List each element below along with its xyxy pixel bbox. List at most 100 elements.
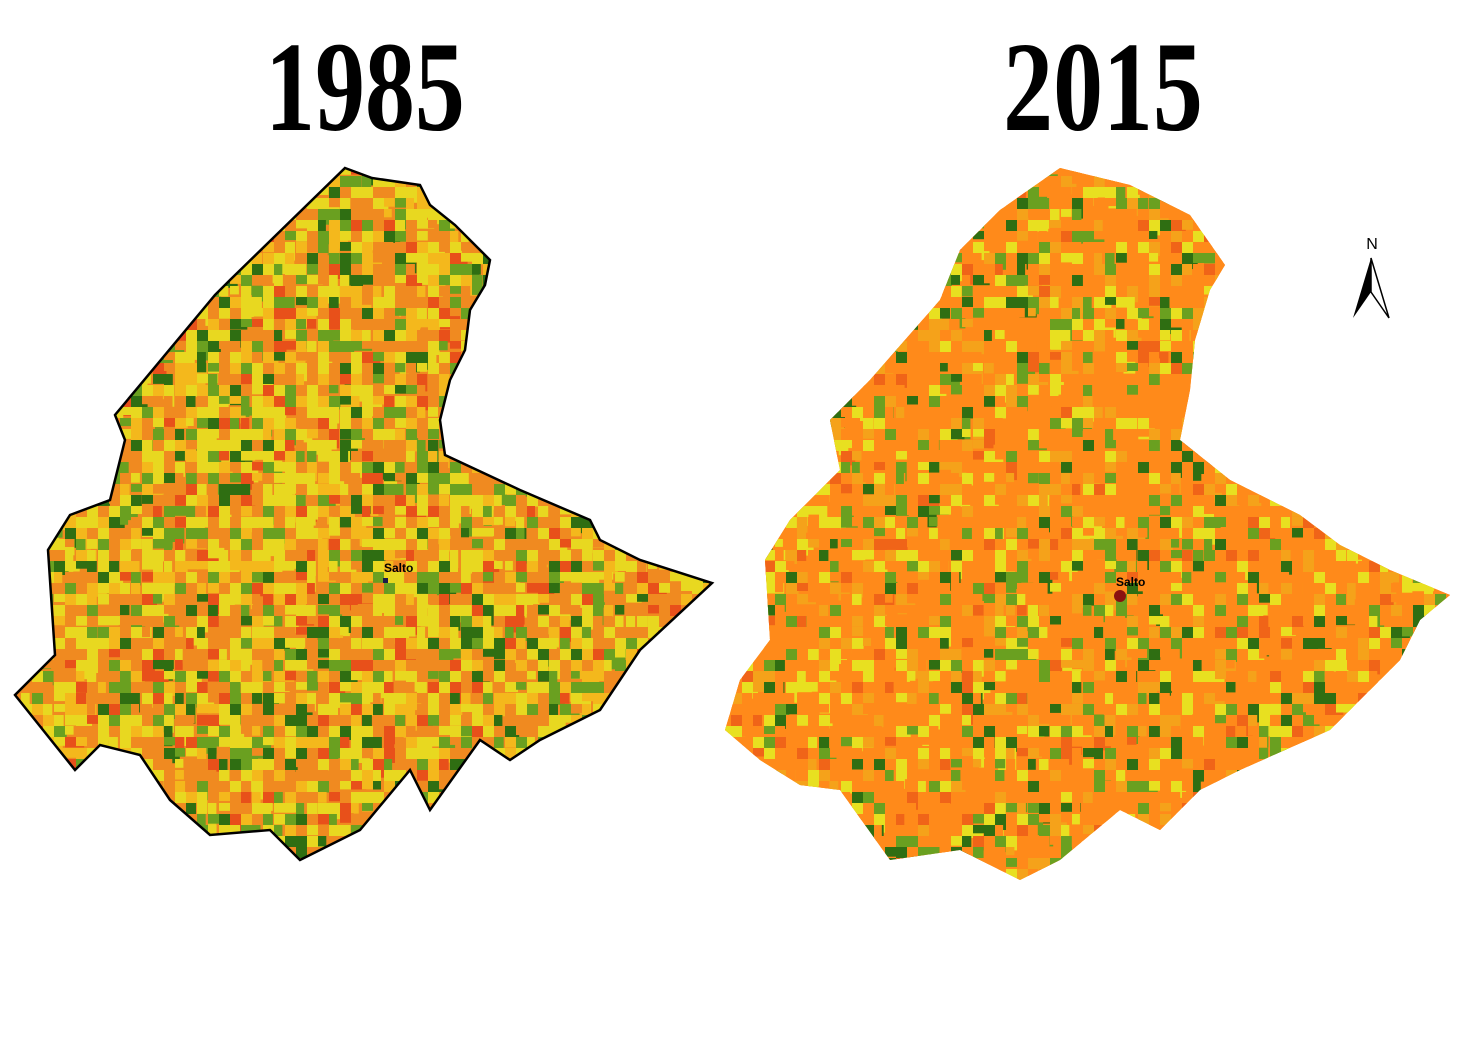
raster-cell [252, 506, 266, 517]
raster-cell [703, 814, 712, 825]
raster-cell [1325, 176, 1346, 198]
raster-cell [615, 781, 628, 799]
raster-cell [560, 418, 581, 440]
raster-cell [43, 671, 54, 686]
raster-cell [263, 473, 280, 484]
raster-cell [142, 616, 158, 627]
raster-cell [852, 209, 866, 230]
raster-cell [87, 484, 106, 496]
raster-cell [1413, 198, 1435, 209]
raster-cell [340, 572, 352, 584]
raster-cell [681, 682, 694, 694]
raster-cell [439, 352, 450, 366]
raster-cell [703, 407, 712, 416]
raster-cell [582, 297, 598, 311]
raster-cell [527, 253, 538, 271]
raster-cell [549, 770, 567, 791]
raster-cell [241, 528, 252, 546]
raster-cell [681, 737, 694, 747]
raster-cell [153, 198, 171, 209]
raster-cell [131, 341, 147, 355]
raster-cell [808, 176, 825, 193]
raster-cell [307, 168, 328, 175]
raster-cell [219, 231, 236, 248]
raster-cell [505, 385, 520, 393]
raster-cell [98, 374, 111, 395]
raster-cell [406, 561, 421, 572]
raster-cell [120, 319, 132, 334]
raster-cell [296, 385, 308, 397]
raster-cell [593, 737, 611, 748]
raster-cell [494, 770, 503, 789]
raster-cell [131, 693, 140, 703]
raster-cell [472, 781, 491, 795]
raster-cell [175, 616, 194, 626]
raster-cell [659, 737, 667, 750]
raster-cell [648, 616, 661, 631]
raster-cell [830, 275, 842, 295]
raster-cell [318, 517, 328, 538]
raster-cell [285, 264, 299, 278]
raster-cell [417, 693, 435, 704]
raster-cell [351, 759, 359, 776]
raster-cell [109, 352, 120, 361]
raster-cell [65, 363, 76, 376]
raster-cell [670, 198, 684, 207]
raster-cell [560, 275, 570, 292]
raster-cell [197, 858, 217, 860]
raster-cell [659, 715, 669, 736]
raster-cell [1303, 198, 1312, 208]
raster-cell [461, 858, 481, 860]
raster-cell [703, 660, 712, 682]
raster-cell [164, 836, 172, 848]
raster-cell [153, 286, 170, 303]
raster-cell [995, 198, 1003, 210]
raster-cell [43, 198, 62, 218]
raster-cell [538, 847, 547, 860]
raster-cell [1237, 209, 1255, 231]
raster-cell [1083, 242, 1098, 256]
raster-cell [571, 803, 589, 816]
raster-cell [615, 264, 634, 284]
raster-cell [637, 517, 649, 534]
raster-cell [786, 220, 800, 236]
raster-cell [692, 770, 704, 789]
raster-cell [648, 825, 668, 847]
raster-cell [681, 462, 693, 476]
raster-cell [109, 220, 130, 239]
raster-cell [885, 187, 900, 206]
raster-cell [1446, 187, 1450, 203]
raster-cell [296, 495, 306, 510]
raster-cell [995, 264, 1003, 284]
raster-cell [329, 858, 338, 860]
raster-cell [593, 814, 610, 833]
raster-cell [428, 352, 437, 373]
raster-cell [395, 168, 403, 182]
raster-cell [329, 638, 339, 657]
raster-cell [538, 308, 547, 318]
raster-cell [527, 231, 549, 242]
raster-cell [450, 407, 463, 418]
raster-cell [21, 737, 34, 746]
raster-cell [538, 330, 547, 344]
raster-cell [65, 473, 83, 482]
raster-cell [32, 253, 52, 273]
raster-cell [615, 319, 636, 338]
raster-cell [918, 209, 939, 220]
raster-cell [637, 374, 651, 389]
raster-cell [604, 770, 625, 784]
raster-cell [549, 418, 559, 428]
raster-cell [538, 792, 554, 800]
raster-cell [538, 198, 560, 217]
raster-cell [76, 168, 94, 180]
raster-cell [32, 528, 49, 544]
raster-cell [252, 242, 262, 251]
raster-cell [648, 539, 659, 548]
raster-cell [516, 638, 526, 655]
raster-cell [951, 275, 960, 285]
raster-cell [285, 627, 296, 641]
raster-cell [885, 264, 903, 278]
raster-cell [560, 803, 580, 818]
raster-cell [32, 825, 40, 847]
raster-cell [153, 242, 164, 250]
